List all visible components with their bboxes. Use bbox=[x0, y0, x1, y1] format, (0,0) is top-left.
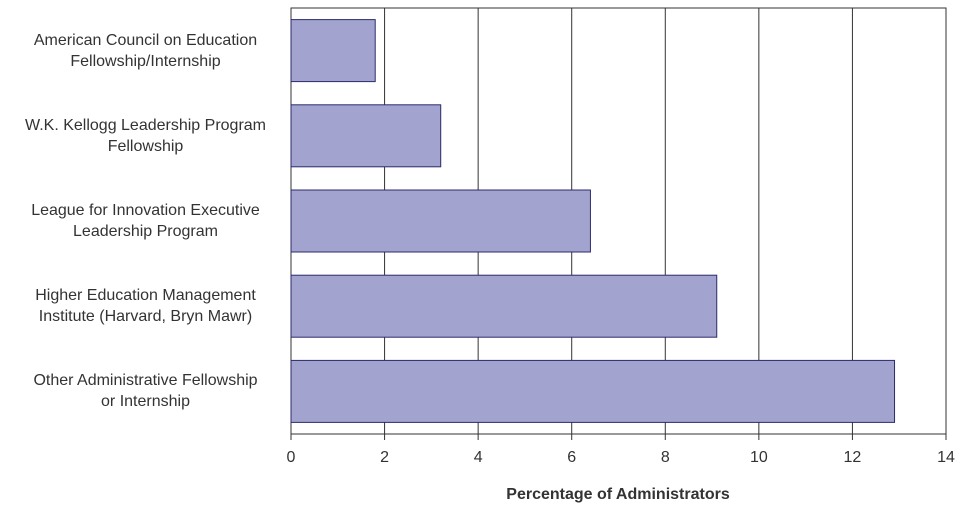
x-tick-label: 6 bbox=[567, 449, 576, 466]
x-tick-label: 10 bbox=[750, 449, 768, 466]
x-tick-label: 8 bbox=[661, 449, 670, 466]
y-tick-label: Other Administrative Fellowship or Inter… bbox=[33, 372, 258, 411]
x-tick-label: 0 bbox=[287, 449, 296, 466]
bar bbox=[290, 189, 591, 253]
bar bbox=[290, 19, 376, 83]
bar bbox=[290, 104, 442, 168]
x-tick-label: 14 bbox=[937, 449, 955, 466]
y-tick-label: W.K. Kellogg Leadership Program Fellowsh… bbox=[24, 116, 266, 155]
y-tick-label: Higher Education Management Institute (H… bbox=[35, 287, 256, 326]
bar bbox=[290, 274, 718, 338]
x-tick-label: 2 bbox=[380, 449, 389, 466]
x-axis-label: Percentage of Administrators bbox=[506, 486, 730, 503]
y-tick-label: American Council on Education Fellowship… bbox=[33, 31, 258, 70]
x-tick-label: 4 bbox=[474, 449, 483, 466]
bar bbox=[290, 359, 896, 423]
x-tick-label: 12 bbox=[844, 449, 862, 466]
y-tick-label: League for Innovation Executive Leadersh… bbox=[31, 202, 260, 240]
